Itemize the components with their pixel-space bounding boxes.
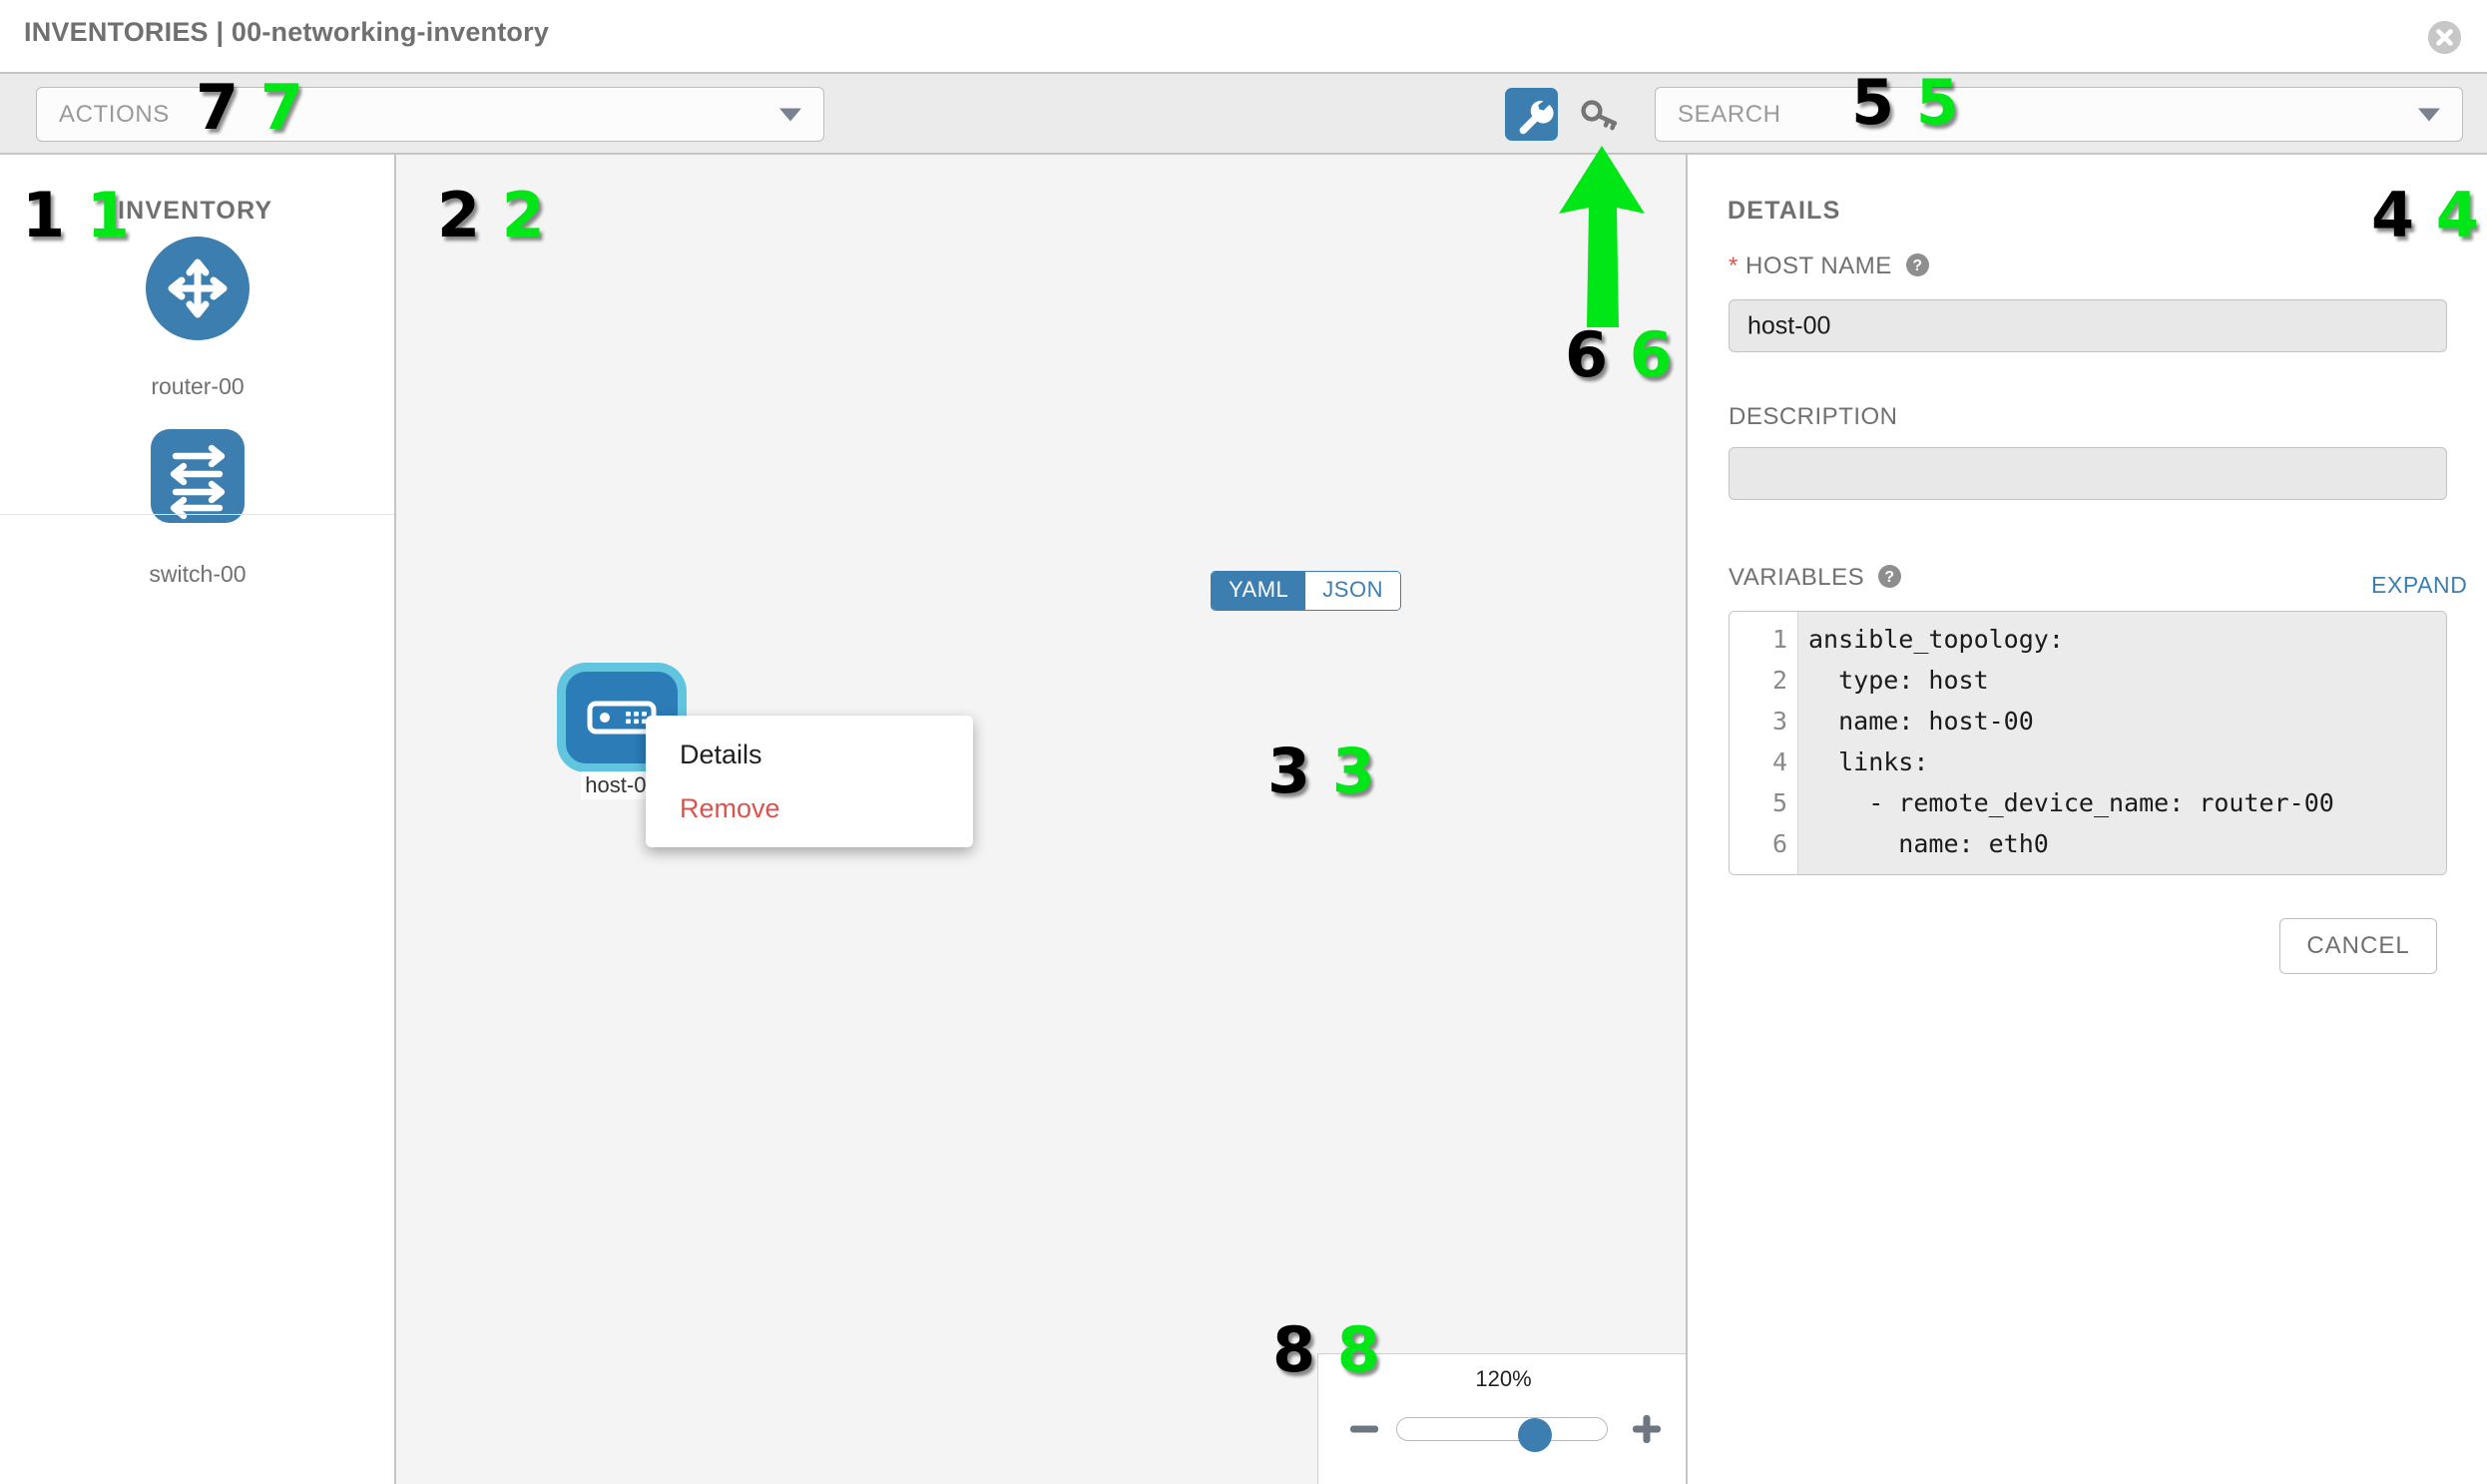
sidebar-border: [394, 155, 396, 1484]
key-icon[interactable]: [1577, 92, 1623, 138]
required-marker: *: [1729, 252, 1739, 279]
line-number: 2: [1771, 666, 1787, 695]
router-icon: [124, 215, 271, 362]
zoom-percent-label: 120%: [1475, 1366, 1532, 1391]
close-icon[interactable]: [2428, 21, 2461, 54]
chevron-down-icon: [779, 108, 801, 121]
sidebar-divider: [0, 514, 395, 515]
line-number: 5: [1771, 788, 1787, 817]
page-title: INVENTORIES | 00-networking-inventory: [24, 17, 550, 47]
host-name-field[interactable]: host-00: [1729, 299, 2447, 352]
code-line: remote_interface_name: eth0: [1798, 864, 2446, 874]
switch-icon: [124, 402, 271, 550]
svg-text:?: ?: [1912, 257, 1922, 274]
code-content[interactable]: ansible_topology: type: host name: host-…: [1798, 612, 2446, 874]
sidebar-item-router-00[interactable]: router-00: [0, 215, 395, 400]
sidebar-title: INVENTORY: [118, 197, 273, 225]
cancel-button[interactable]: CANCEL: [2279, 918, 2437, 974]
question-circle-icon[interactable]: ?: [1905, 253, 1929, 276]
sidebar-item-label: router-00: [151, 373, 245, 399]
description-label: DESCRIPTION: [1729, 403, 1898, 430]
variables-format-toggle[interactable]: YAML JSON: [1211, 571, 1401, 611]
format-yaml-button[interactable]: YAML: [1212, 572, 1306, 610]
wrench-icon[interactable]: [1505, 88, 1558, 141]
code-line: links:: [1808, 747, 1929, 776]
variables-code-editor[interactable]: 1 2 3 4 5 6 7 ansible_topology: type: ho…: [1729, 611, 2447, 875]
topology-canvas[interactable]: host-00 Details Remove: [396, 155, 1686, 1484]
svg-text:?: ?: [1885, 569, 1895, 586]
code-line: ansible_topology:: [1808, 625, 2064, 654]
code-line: name: eth0: [1808, 829, 2049, 858]
variables-label: VARIABLES ?: [1729, 564, 1902, 592]
sidebar-item-label: switch-00: [149, 561, 247, 587]
host-name-value: host-00: [1747, 311, 1831, 339]
context-menu-item-remove[interactable]: Remove: [680, 793, 780, 823]
code-line: - remote_device_name: router-00: [1808, 788, 2334, 817]
context-menu-item-details[interactable]: Details: [680, 740, 762, 769]
window-header: INVENTORIES | 00-networking-inventory: [0, 0, 2487, 72]
toolbar: ACTIONS SEARCH: [0, 72, 2487, 155]
host-name-label: * HOST NAME ?: [1729, 252, 1929, 280]
line-number: 6: [1771, 829, 1787, 858]
minus-icon[interactable]: [1346, 1411, 1382, 1447]
line-number: 1: [1771, 625, 1787, 654]
format-json-button[interactable]: JSON: [1305, 572, 1400, 610]
actions-dropdown-label: ACTIONS: [59, 101, 170, 128]
line-number: 7: [1730, 864, 1797, 874]
details-title: DETAILS: [1728, 197, 1841, 225]
description-field[interactable]: [1729, 447, 2447, 500]
zoom-slider-track[interactable]: [1396, 1417, 1608, 1452]
node-context-menu[interactable]: Details Remove: [646, 716, 973, 847]
sidebar-item-switch-00[interactable]: switch-00: [0, 402, 395, 588]
expand-link[interactable]: EXPAND: [2371, 572, 2468, 598]
code-gutter: 1 2 3 4 5 6 7: [1730, 612, 1798, 874]
question-circle-icon[interactable]: ?: [1878, 565, 1902, 588]
zoom-slider-thumb[interactable]: [1518, 1418, 1552, 1452]
plus-icon[interactable]: [1629, 1411, 1665, 1447]
details-panel-border: [1686, 155, 1688, 1484]
cancel-button-label: CANCEL: [2306, 932, 2410, 959]
chevron-down-icon[interactable]: [2418, 108, 2440, 121]
actions-dropdown[interactable]: ACTIONS: [36, 87, 824, 142]
search-input[interactable]: SEARCH: [1655, 87, 2463, 142]
code-line: type: host: [1808, 666, 1989, 695]
variables-label-text: VARIABLES: [1729, 564, 1865, 591]
line-number: 4: [1771, 747, 1787, 776]
inventory-sidebar: INVENTORY router-00: [0, 155, 395, 1484]
line-number: 3: [1771, 707, 1787, 736]
zoom-control: 120%: [1317, 1353, 1689, 1484]
code-line: name: host-00: [1808, 707, 2034, 736]
host-name-label-text: HOST NAME: [1745, 252, 1892, 279]
search-placeholder: SEARCH: [1678, 101, 1781, 128]
